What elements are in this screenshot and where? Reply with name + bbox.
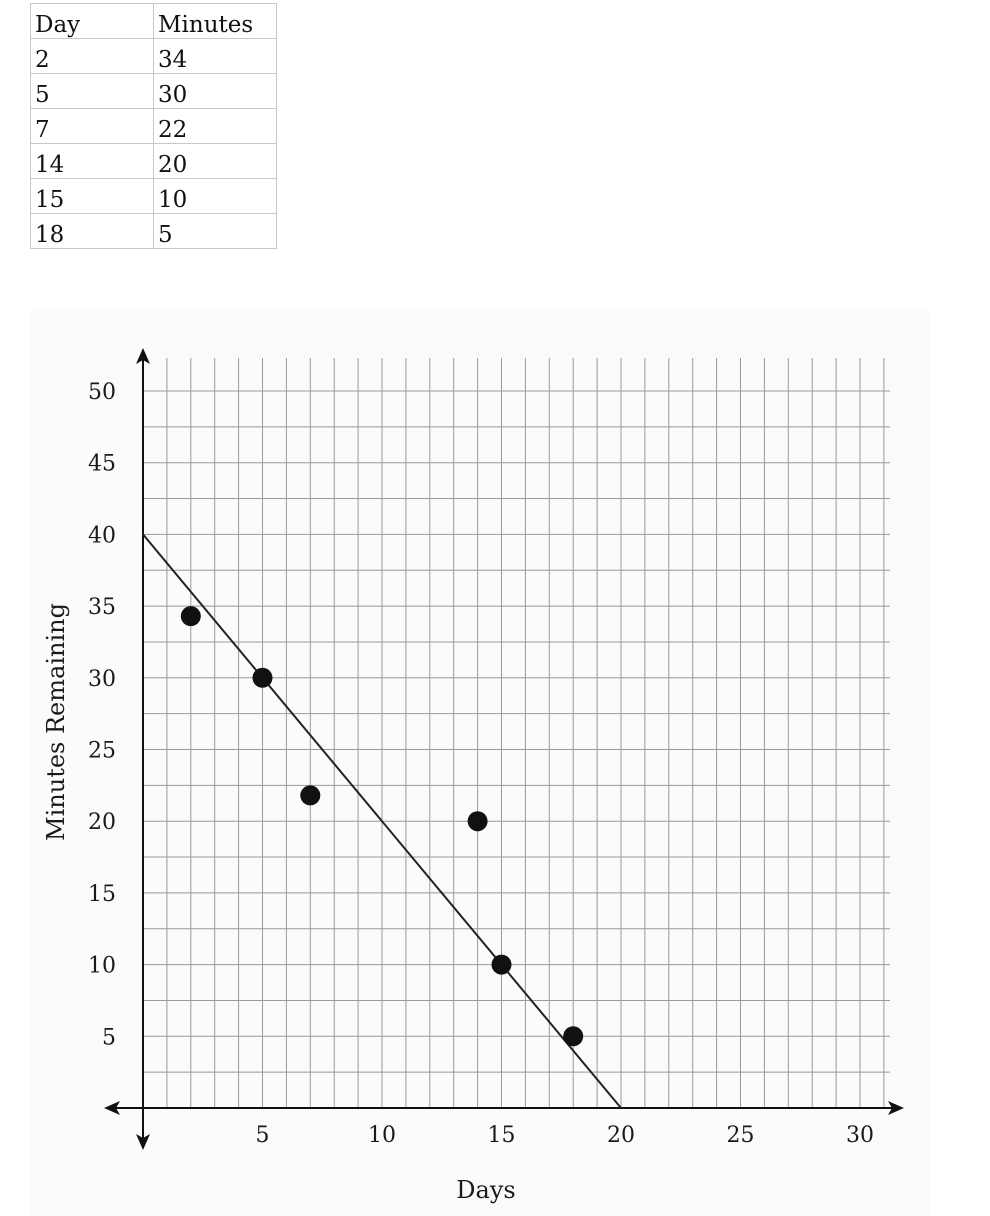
y-axis-arrow-top: [136, 348, 150, 364]
table-cell-minutes: 5: [153, 213, 277, 249]
x-tick-label: 30: [846, 1123, 874, 1148]
trend-line-group: [142, 533, 622, 1109]
column-header-day: Day: [30, 3, 154, 39]
y-axis-title: Minutes Remaining: [42, 603, 70, 841]
y-tick-label: 15: [88, 882, 116, 907]
y-tick-label: 5: [102, 1025, 116, 1050]
table-row: 7 22: [30, 108, 277, 144]
grid: [143, 358, 890, 1108]
y-tick-label: 35: [88, 595, 116, 620]
table-cell-day: 14: [30, 143, 154, 179]
x-axis-arrow-right: [888, 1101, 904, 1115]
data-points: [180, 606, 584, 1047]
table-header-row: Day Minutes: [30, 3, 277, 39]
x-tick-label: 5: [256, 1123, 270, 1148]
x-tick-label: 25: [727, 1123, 755, 1148]
table-cell-minutes: 20: [153, 143, 277, 179]
column-header-minutes: Minutes: [153, 3, 277, 39]
y-tick-label: 50: [88, 380, 116, 405]
data-point: [252, 667, 273, 688]
table-cell-minutes: 30: [153, 73, 277, 109]
x-tick-label: 10: [368, 1123, 396, 1148]
table-row: 14 20: [30, 143, 277, 179]
axes: [104, 348, 904, 1150]
table-cell-day: 18: [30, 213, 154, 249]
chart-panel: [30, 310, 930, 1216]
y-axis-arrow-bottom: [136, 1134, 150, 1150]
table-cell-minutes: 22: [153, 108, 277, 144]
x-tick-label: 20: [607, 1123, 635, 1148]
table-cell-day: 2: [30, 38, 154, 74]
data-point: [467, 811, 488, 832]
trend-line: [142, 533, 622, 1109]
y-tick-label: 20: [88, 810, 116, 835]
data-point: [300, 785, 321, 806]
data-table: Day Minutes 2 34 5 30 7 22 14 20 15 10 1…: [30, 3, 277, 249]
table-row: 2 34: [30, 38, 277, 74]
table-cell-minutes: 10: [153, 178, 277, 214]
x-axis-arrow-left: [104, 1101, 120, 1115]
y-tick-label: 40: [88, 523, 116, 548]
table-row: 18 5: [30, 213, 277, 249]
data-point: [180, 606, 201, 627]
x-tick-label: 15: [488, 1123, 516, 1148]
y-tick-label: 45: [88, 452, 116, 477]
table-cell-day: 7: [30, 108, 154, 144]
data-point: [563, 1026, 584, 1047]
data-point: [491, 954, 512, 975]
x-axis-title: Days: [456, 1176, 515, 1204]
tick-labels: 5 10 15 20 25 30 5 10 15 20 25 30 35 40 45 50: [88, 380, 874, 1148]
y-tick-label: 25: [88, 739, 116, 764]
y-tick-label: 30: [88, 667, 116, 692]
y-tick-label: 10: [88, 954, 116, 979]
